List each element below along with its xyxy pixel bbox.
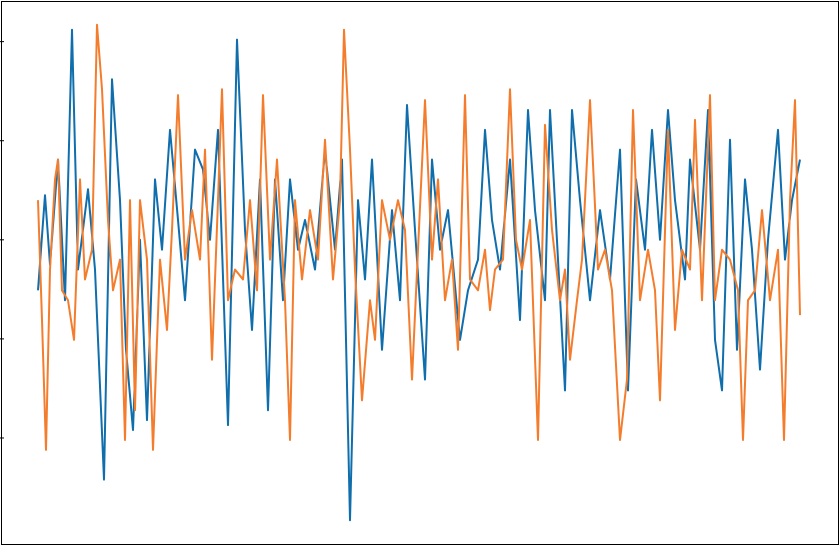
line-series bbox=[37, 28, 801, 522]
line-series bbox=[37, 23, 801, 451]
